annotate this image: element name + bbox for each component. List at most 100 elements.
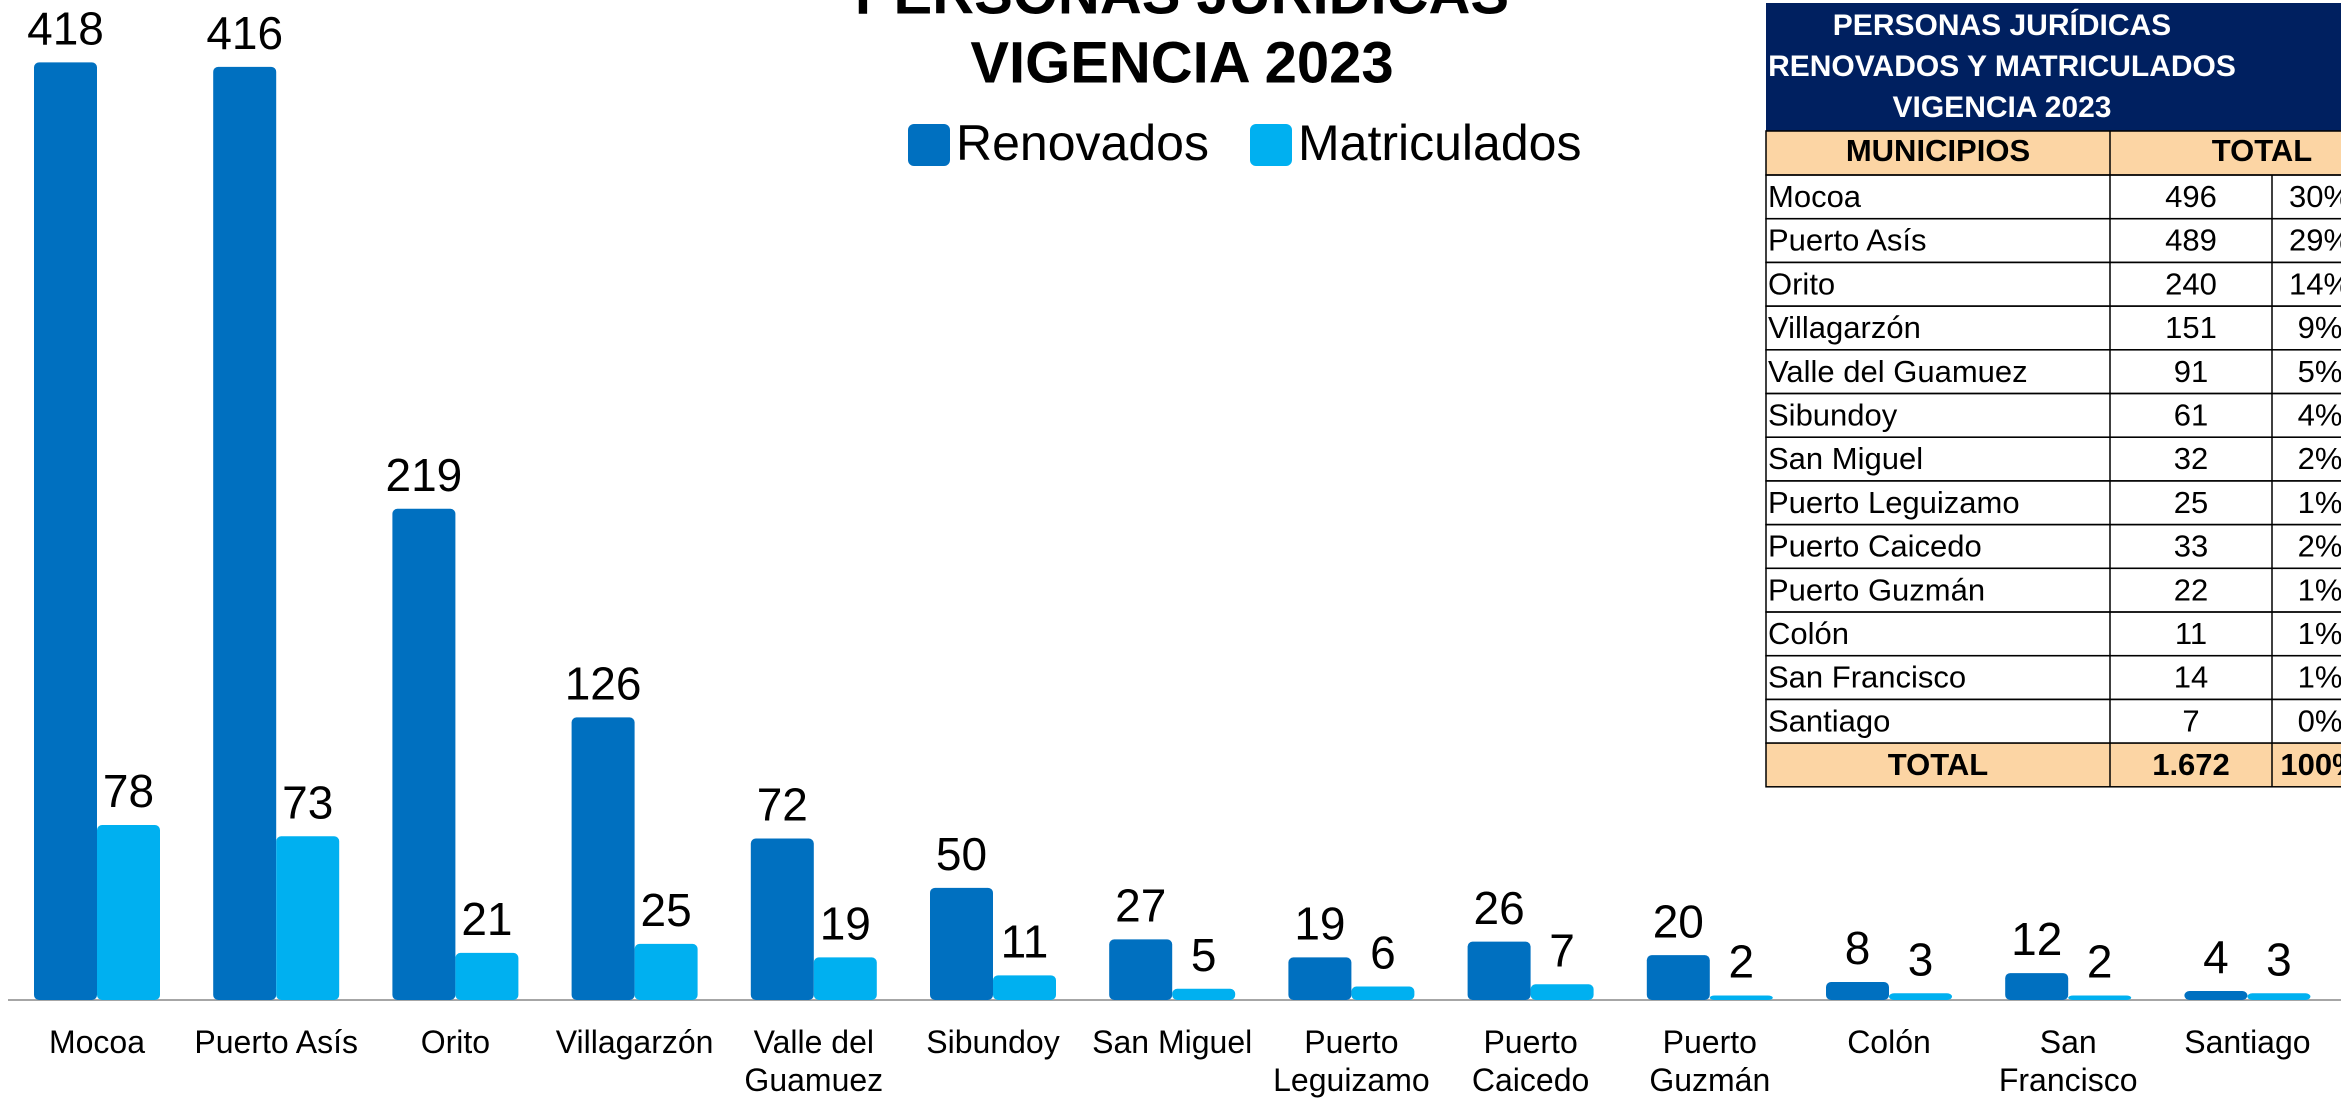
table-cell: 4% xyxy=(2298,398,2341,433)
data-table: PERSONAS JURÍDICAS RENOVADOS Y MATRICULAD… xyxy=(1765,3,2341,788)
bar xyxy=(2068,995,2132,1000)
table-title: RENOVADOS Y MATRICULADOS xyxy=(1768,50,2236,83)
bar xyxy=(392,508,456,1000)
table-cell: Puerto Caicedo xyxy=(1768,529,1982,564)
data-label: 2 xyxy=(2087,936,2113,988)
x-tick-label: Santiago xyxy=(2184,1024,2310,1060)
table-cell: 7 xyxy=(2182,703,2199,738)
table-cell: 14 xyxy=(2174,660,2208,695)
bar xyxy=(1826,982,1889,1000)
x-tick-label: Puerto Leguizamo xyxy=(1273,1024,1430,1098)
data-label: 416 xyxy=(206,7,283,59)
table-cell: 91 xyxy=(2174,354,2208,389)
table-cell: Sibundoy xyxy=(1768,398,1898,433)
x-tick-label: Sibundoy xyxy=(926,1024,1059,1060)
x-tick-label: Orito xyxy=(421,1024,490,1060)
table-header-bg xyxy=(1765,130,2341,176)
data-label: 126 xyxy=(565,658,642,710)
data-label: 73 xyxy=(282,776,333,828)
data-label: 26 xyxy=(1474,882,1525,934)
data-label: 21 xyxy=(461,893,512,945)
table-cell: 2% xyxy=(2298,441,2341,476)
data-label: 2 xyxy=(1729,936,1755,988)
bar xyxy=(1109,939,1173,1000)
data-label: 25 xyxy=(641,884,692,936)
table-cell: 22 xyxy=(2174,572,2208,607)
table-header: MUNICIPIOS xyxy=(1846,133,2030,168)
table-header: TOTAL xyxy=(2212,133,2312,168)
bar xyxy=(2247,993,2311,1000)
table-cell: 240 xyxy=(2165,266,2217,301)
x-tick-label: San Miguel xyxy=(1092,1024,1252,1060)
table-cell: San Francisco xyxy=(1768,660,1966,695)
data-label: 219 xyxy=(386,449,463,501)
table-cell: 61 xyxy=(2174,398,2208,433)
bar xyxy=(1288,957,1352,1000)
bar xyxy=(34,62,97,1001)
table-cell: Mocoa xyxy=(1768,179,1862,214)
table-row xyxy=(1765,261,2341,307)
table-total-bg xyxy=(1766,743,2341,787)
legend-label: Renovados xyxy=(956,115,1209,171)
legend-swatch xyxy=(908,124,950,166)
bar xyxy=(571,717,635,1000)
bar xyxy=(1889,993,1952,1000)
bar xyxy=(2005,973,2069,1000)
table-cell: 2% xyxy=(2298,529,2341,564)
table-cell: 1% xyxy=(2298,660,2341,695)
data-label: 19 xyxy=(1294,898,1345,950)
table-cell: 9% xyxy=(2298,310,2341,345)
bar xyxy=(1467,941,1531,1000)
data-label: 7 xyxy=(1549,924,1575,976)
table-cell: 5% xyxy=(2298,354,2341,389)
data-label: 6 xyxy=(1370,927,1396,979)
x-tick-label: Puerto Caicedo xyxy=(1472,1024,1589,1098)
table-cell: 33 xyxy=(2174,529,2208,564)
table-cell: 1% xyxy=(2298,485,2341,520)
table-cell: Puerto Leguizamo xyxy=(1768,485,2020,520)
table-row xyxy=(1765,742,2341,788)
table-cell: 1.672 xyxy=(2152,747,2230,782)
x-tick-label: Mocoa xyxy=(49,1024,145,1060)
data-label: 20 xyxy=(1653,895,1704,947)
table-cell: 1% xyxy=(2298,616,2341,651)
table-cell: San Miguel xyxy=(1768,441,1923,476)
bar xyxy=(634,943,698,1000)
data-label: 11 xyxy=(1001,915,1049,967)
data-label: 27 xyxy=(1115,880,1166,932)
x-tick-label: Villagarzón xyxy=(556,1024,714,1060)
data-label: 12 xyxy=(2011,913,2062,965)
table-cell: 1% xyxy=(2298,572,2341,607)
table-cell: Colón xyxy=(1768,616,1849,651)
table-cell: 100% xyxy=(2280,747,2341,782)
table-cell: 14% xyxy=(2289,266,2341,301)
table-cell: Puerto Asís xyxy=(1768,223,1927,258)
x-tick-label: Valle del Guamuez xyxy=(744,1024,883,1098)
data-label: 4 xyxy=(2203,931,2229,983)
table-cell: 32 xyxy=(2174,441,2208,476)
table-cell: 489 xyxy=(2165,223,2217,258)
table-title-bg xyxy=(1766,3,2341,131)
data-label: 418 xyxy=(27,3,104,55)
x-tick-label: Colón xyxy=(1847,1024,1931,1060)
table-cell: 25 xyxy=(2174,485,2208,520)
legend-label: Matriculados xyxy=(1298,115,1581,171)
bar xyxy=(1709,995,1773,1000)
data-label: 72 xyxy=(757,779,808,831)
bar xyxy=(750,838,814,1000)
chart-title: VIGENCIA 2023 xyxy=(970,30,1393,95)
table-title: VIGENCIA 2023 xyxy=(1893,91,2112,124)
bar xyxy=(993,975,1056,1000)
chart-title: PERSONAS JURÍDICAS xyxy=(855,0,1509,26)
bar xyxy=(930,887,993,1000)
table-cell: TOTAL xyxy=(1888,747,1988,782)
table-cell: 30% xyxy=(2289,179,2341,214)
data-label: 3 xyxy=(1908,933,1934,985)
x-tick-label: San Francisco xyxy=(1999,1024,2138,1098)
table-cell: Puerto Guzmán xyxy=(1768,572,1985,607)
table-row xyxy=(1765,611,2341,657)
data-label: 19 xyxy=(820,898,871,950)
table-cell: Valle del Guamuez xyxy=(1768,354,2028,389)
data-label: 78 xyxy=(103,765,154,817)
